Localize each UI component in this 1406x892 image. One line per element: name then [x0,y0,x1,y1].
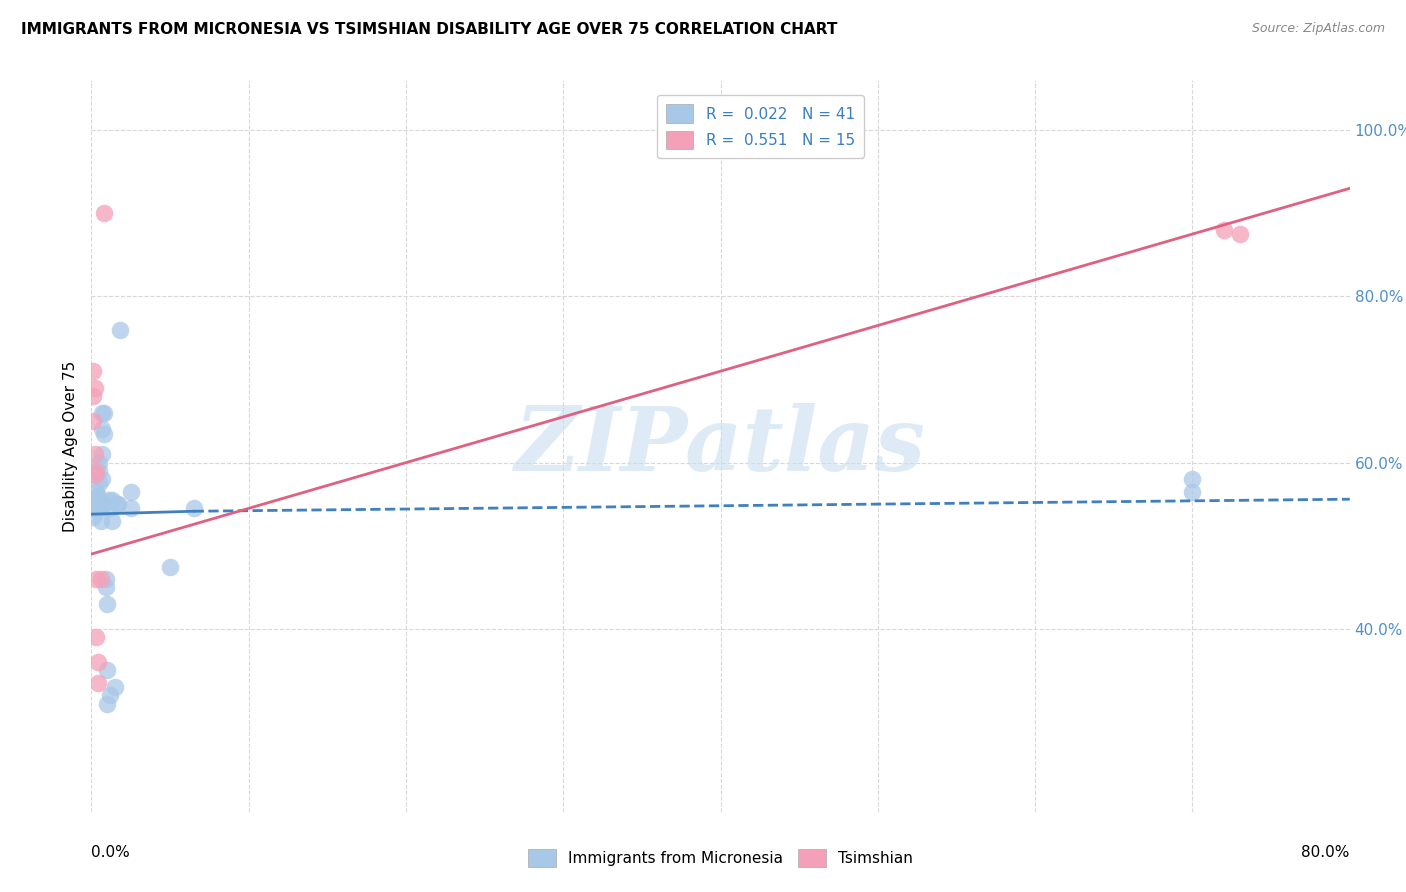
Point [90,572,112,586]
Point [105,497,128,511]
Point [93,206,115,220]
Point [89,456,111,470]
Point [96,664,118,678]
Point [86,676,108,690]
Point [96,697,118,711]
Point [82,509,104,524]
Point [159,559,181,574]
Point [84,630,107,644]
Point [1181,484,1204,499]
Point [83,447,105,461]
Point [1181,472,1204,486]
Point [98,689,121,703]
Text: 80.0%: 80.0% [1302,845,1350,860]
Point [83,381,105,395]
Point [82,364,104,378]
Point [84,484,107,499]
Point [83,493,105,508]
Point [107,497,129,511]
Point [90,501,112,516]
Y-axis label: Disability Age Over 75: Disability Age Over 75 [63,360,79,532]
Point [91,447,114,461]
Point [91,406,114,420]
Point [89,464,111,478]
Legend: Immigrants from Micronesia, Tsimshian: Immigrants from Micronesia, Tsimshian [522,843,920,873]
Point [98,501,121,516]
Point [82,501,104,516]
Point [120,484,142,499]
Point [84,501,107,516]
Point [94,572,117,586]
Point [84,464,107,478]
Point [91,422,114,436]
Point [93,497,115,511]
Point [1212,223,1236,237]
Point [83,468,105,483]
Point [108,323,131,337]
Point [84,493,107,508]
Point [183,501,205,516]
Point [93,406,115,420]
Text: 0.0%: 0.0% [91,845,131,860]
Point [91,472,114,486]
Point [94,580,117,594]
Text: Source: ZipAtlas.com: Source: ZipAtlas.com [1251,22,1385,36]
Point [86,493,108,508]
Point [84,572,107,586]
Point [104,680,127,694]
Point [101,493,124,508]
Point [82,389,104,403]
Point [90,514,112,528]
Point [1229,227,1251,241]
Point [86,489,108,503]
Point [86,655,108,669]
Point [120,501,142,516]
Text: IMMIGRANTS FROM MICRONESIA VS TSIMSHIAN DISABILITY AGE OVER 75 CORRELATION CHART: IMMIGRANTS FROM MICRONESIA VS TSIMSHIAN … [21,22,838,37]
Point [96,597,118,611]
Point [101,514,124,528]
Point [82,414,104,428]
Point [83,501,105,516]
Point [97,493,120,508]
Text: ZIPatlas: ZIPatlas [515,403,927,489]
Point [93,426,115,441]
Point [89,476,111,491]
